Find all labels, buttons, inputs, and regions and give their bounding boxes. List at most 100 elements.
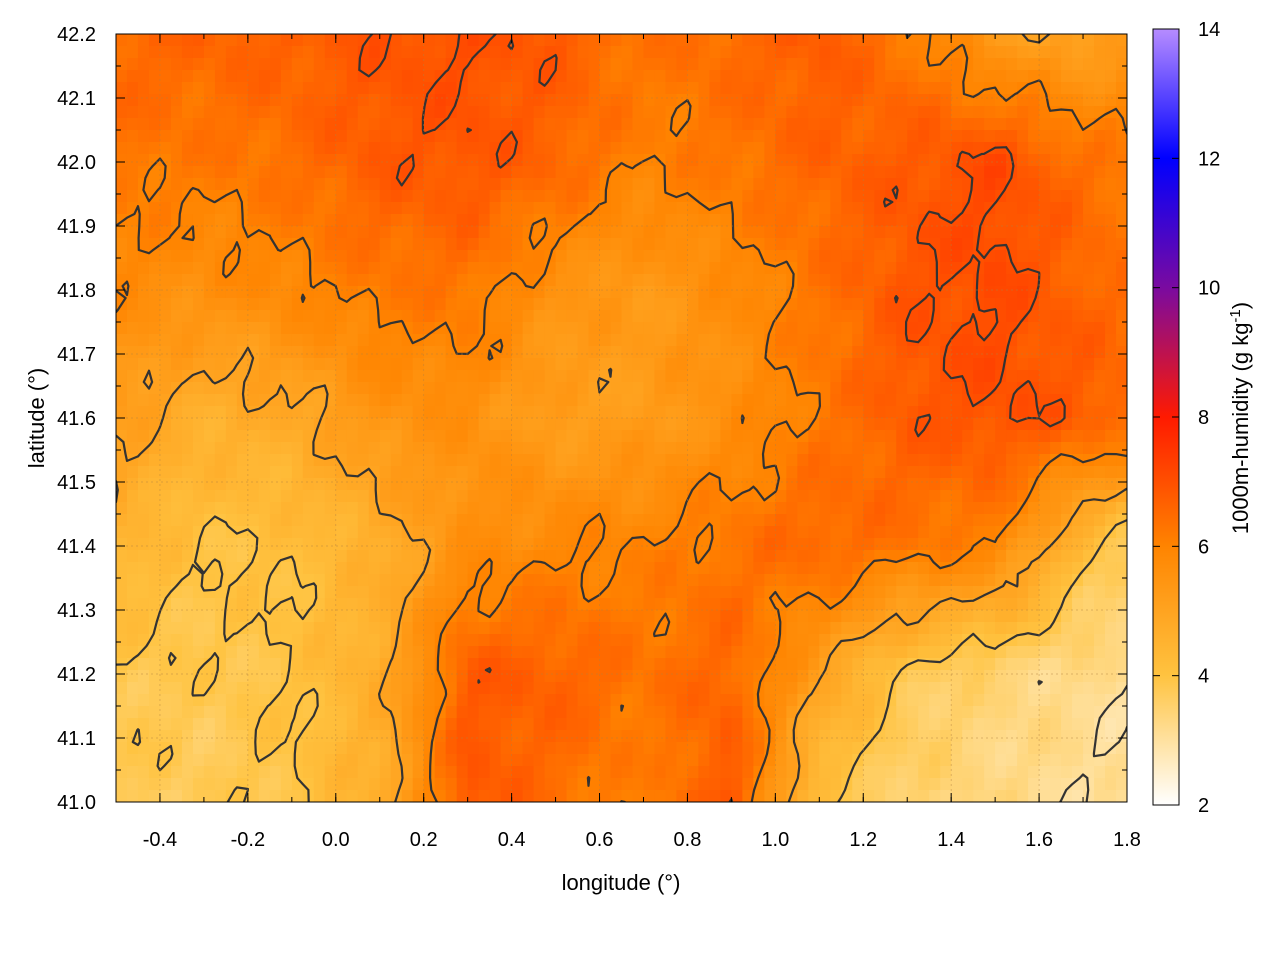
heatmap-cell: [512, 202, 524, 215]
heatmap-cell: [698, 562, 710, 575]
heatmap-cell: [237, 610, 249, 623]
heatmap-cell: [709, 610, 721, 623]
heatmap-cell: [149, 598, 161, 611]
heatmap-cell: [402, 298, 414, 311]
heatmap-cell: [830, 274, 842, 287]
heatmap-cell: [446, 286, 458, 299]
heatmap-cell: [446, 634, 458, 647]
heatmap-cell: [1094, 94, 1106, 107]
heatmap-cell: [413, 70, 425, 83]
heatmap-cell: [413, 430, 425, 443]
heatmap-cell: [940, 118, 952, 131]
heatmap-cell: [600, 550, 612, 563]
heatmap-cell: [1083, 286, 1095, 299]
heatmap-cell: [984, 370, 996, 383]
heatmap-cell: [457, 550, 469, 563]
heatmap-cell: [907, 322, 919, 335]
heatmap-cell: [237, 418, 249, 431]
heatmap-cell: [193, 382, 205, 395]
heatmap-cell: [446, 298, 458, 311]
heatmap-cell: [578, 34, 590, 47]
heatmap-cell: [676, 322, 688, 335]
heatmap-cell: [237, 634, 249, 647]
heatmap-cell: [907, 82, 919, 95]
heatmap-cell: [336, 442, 348, 455]
heatmap-cell: [347, 190, 359, 203]
heatmap-cell: [369, 214, 381, 227]
heatmap-cell: [468, 298, 480, 311]
heatmap-cell: [709, 370, 721, 383]
heatmap-cell: [654, 550, 666, 563]
heatmap-cell: [852, 454, 864, 467]
heatmap-cell: [391, 226, 403, 239]
heatmap-cell: [885, 574, 897, 587]
heatmap-cell: [347, 34, 359, 47]
heatmap-cell: [720, 358, 732, 371]
heatmap-cell: [863, 226, 875, 239]
heatmap-cell: [753, 502, 765, 515]
heatmap-cell: [808, 646, 820, 659]
heatmap-cell: [797, 358, 809, 371]
heatmap-cell: [1072, 190, 1084, 203]
heatmap-cell: [786, 574, 798, 587]
heatmap-cell: [995, 478, 1007, 491]
heatmap-cell: [270, 346, 282, 359]
heatmap-cell: [841, 94, 853, 107]
heatmap-cell: [995, 598, 1007, 611]
heatmap-cell: [446, 514, 458, 527]
heatmap-cell: [830, 538, 842, 551]
heatmap-cell: [830, 166, 842, 179]
heatmap-cell: [160, 118, 172, 131]
heatmap-cell: [742, 334, 754, 347]
heatmap-cell: [819, 478, 831, 491]
heatmap-cell: [654, 142, 666, 155]
heatmap-cell: [237, 94, 249, 107]
heatmap-cell: [446, 658, 458, 671]
heatmap-cell: [1061, 310, 1073, 323]
heatmap-cell: [874, 490, 886, 503]
heatmap-cell: [523, 658, 535, 671]
heatmap-cell: [764, 70, 776, 83]
heatmap-cell: [687, 286, 699, 299]
heatmap-cell: [358, 178, 370, 191]
heatmap-cell: [874, 298, 886, 311]
heatmap-cell: [841, 130, 853, 143]
heatmap-cell: [676, 226, 688, 239]
heatmap-cell: [314, 310, 326, 323]
heatmap-cell: [237, 130, 249, 143]
heatmap-cell: [501, 322, 513, 335]
heatmap-cell: [138, 586, 150, 599]
heatmap-cell: [358, 586, 370, 599]
heatmap-cell: [1039, 574, 1051, 587]
heatmap-cell: [127, 58, 139, 71]
heatmap-cell: [314, 514, 326, 527]
heatmap-cell: [1017, 106, 1029, 119]
heatmap-cell: [698, 238, 710, 251]
heatmap-cell: [248, 502, 260, 515]
heatmap-cell: [1028, 502, 1040, 515]
heatmap-cell: [665, 286, 677, 299]
heatmap-cell: [973, 502, 985, 515]
heatmap-cell: [446, 562, 458, 575]
heatmap-cell: [611, 286, 623, 299]
heatmap-cell: [775, 202, 787, 215]
heatmap-cell: [676, 298, 688, 311]
heatmap-cell: [215, 478, 227, 491]
heatmap-cell: [665, 250, 677, 263]
heatmap-cell: [643, 262, 655, 275]
heatmap-cell: [885, 130, 897, 143]
heatmap-cell: [226, 418, 238, 431]
heatmap-cell: [314, 130, 326, 143]
heatmap-cell: [643, 322, 655, 335]
heatmap-cell: [1105, 70, 1117, 83]
heatmap-cell: [797, 406, 809, 419]
heatmap-cell: [962, 454, 974, 467]
heatmap-cell: [1028, 154, 1040, 167]
heatmap-cell: [534, 118, 546, 131]
heatmap-cell: [611, 106, 623, 119]
heatmap-cell: [742, 70, 754, 83]
heatmap-cell: [786, 250, 798, 263]
heatmap-cell: [863, 406, 875, 419]
heatmap-cell: [1072, 274, 1084, 287]
heatmap-cell: [808, 466, 820, 479]
